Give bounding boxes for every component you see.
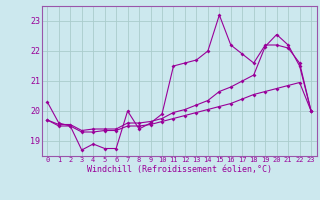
X-axis label: Windchill (Refroidissement éolien,°C): Windchill (Refroidissement éolien,°C)	[87, 165, 272, 174]
